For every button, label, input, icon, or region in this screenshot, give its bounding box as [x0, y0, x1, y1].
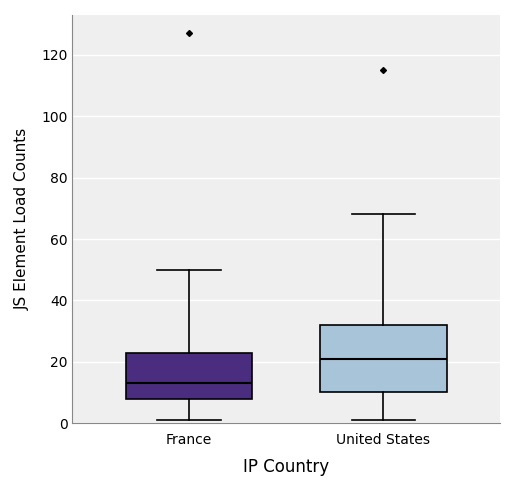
PathPatch shape: [126, 353, 252, 399]
X-axis label: IP Country: IP Country: [243, 458, 329, 476]
Y-axis label: JS Element Load Counts: JS Element Load Counts: [15, 128, 30, 310]
PathPatch shape: [320, 325, 447, 392]
